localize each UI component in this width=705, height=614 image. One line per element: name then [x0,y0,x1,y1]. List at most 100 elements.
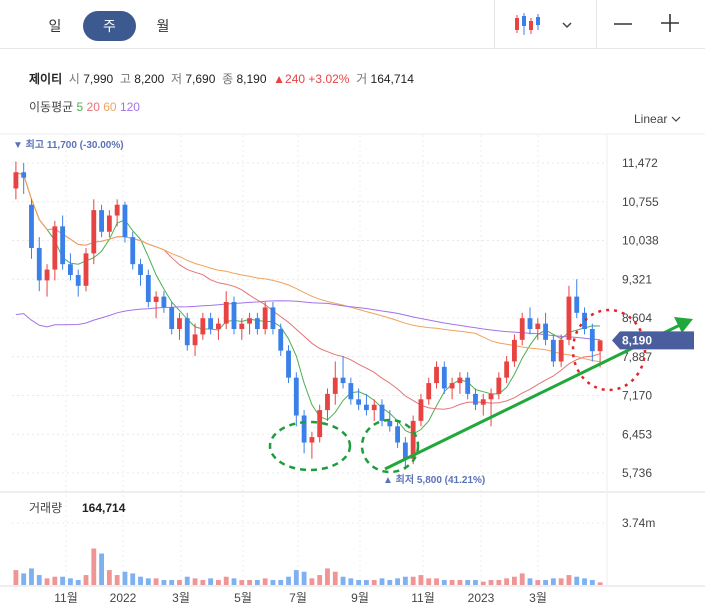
volume-bar [395,578,400,585]
candle-body [278,329,284,351]
ma-20-line [15,171,601,410]
candle-body [395,426,400,443]
volume-bar [441,580,447,585]
volume-bar [293,570,299,585]
close-label: 종 [222,72,234,86]
volume-bar [153,578,159,585]
candle-body [543,323,548,340]
tab-day[interactable]: 일 [48,18,62,34]
candle-body [270,307,276,330]
volume-bar [402,576,408,585]
header-divider [0,48,705,49]
candle-body [44,269,50,281]
volume-bar [68,578,73,585]
candle-body [348,383,354,400]
candle-body [106,215,112,232]
volume-bar [473,580,478,585]
candle-body [83,253,89,286]
candle-body [574,296,580,313]
candle-body [473,393,478,405]
change-value: ▲240 [273,72,306,86]
y-tick-label: 6,453 [622,427,652,441]
candle-body [262,307,268,330]
y-tick-label: 8,604 [622,311,652,325]
volume-bar [574,576,580,585]
tab-week[interactable]: 주 [83,11,136,41]
y-tick-label: 7,170 [622,389,652,403]
volume-bar [410,576,416,585]
trend-arrowhead [674,317,693,333]
candle-body [13,172,19,189]
y-tick-label: 10,755 [622,195,659,209]
tab-month[interactable]: 월 [156,18,170,34]
candle-body [169,307,175,330]
change-percent: +3.02% [308,72,350,86]
volume-bar [535,580,541,585]
volume-bar [208,578,214,585]
candle-body [223,302,229,324]
candle-body [379,404,385,421]
x-tick-label: 3월 [529,591,547,605]
high-marker: ▼ 최고 11,700 (-30.00%) [13,138,124,151]
volume-bar [379,578,385,585]
candle-body [138,264,143,275]
candle-body [99,210,104,232]
open-value: 7,990 [83,72,114,86]
candle-body [286,350,291,378]
candle-body [480,399,486,405]
volume-bar [130,573,136,585]
volume-bar [488,580,494,585]
candle-body [293,377,299,416]
candle-body [465,377,471,394]
scale-mode-dropdown[interactable]: Linear [634,112,681,126]
candle-body [36,247,42,281]
chevron-down-icon [671,116,681,122]
current-price-label: 8,190 [622,333,652,347]
candle-body [488,393,494,400]
volume-bar [192,578,198,585]
candlestick-icon[interactable] [514,12,542,36]
volume-bar [200,580,206,585]
volume-bar [44,578,50,585]
candle-body [239,323,245,330]
volume-bar [122,571,128,585]
volume-bar [91,548,97,585]
ma-60: 60 [103,100,117,114]
close-value: 8,190 [236,72,267,86]
volume-bar [99,553,104,585]
candle-body [457,377,463,384]
volume-bar [36,575,42,585]
volume-bar [239,580,245,585]
ma-5-line [15,171,601,435]
candle-body [426,383,432,400]
candle-body [200,318,206,335]
x-tick-label: 11월 [411,591,435,605]
candle-body [535,323,541,330]
ma-120-line [15,300,601,341]
volume-bar [496,580,502,585]
trend-line [384,323,681,471]
volume-axis-label: 3.74m [622,516,655,530]
volume-bar [558,578,564,585]
volume-bar [216,580,221,585]
stock-summary: 제이티 시 7,990 고 8,200 저 7,690 종 8,190 ▲240… [29,70,414,87]
candle-body [496,377,502,394]
volume-bar [138,576,143,585]
candle-body [356,399,362,405]
chevron-down-icon[interactable] [561,17,573,29]
volume-bar [597,582,603,585]
candle-body [153,296,159,303]
zoom-out-button[interactable] [612,14,634,34]
candle-body [60,226,66,265]
ma-20: 20 [86,100,100,114]
volume-bar [589,580,595,585]
volume-bar [356,580,362,585]
zoom-in-button[interactable] [659,12,681,34]
candle-body [145,274,151,303]
x-tick-label: 7월 [289,591,307,605]
ma-60-line [15,171,601,363]
x-tick-label: 2022 [110,591,137,605]
y-tick-label: 9,321 [622,272,652,286]
low-marker: ▲ 최저 5,800 (41.21%) [383,473,485,486]
